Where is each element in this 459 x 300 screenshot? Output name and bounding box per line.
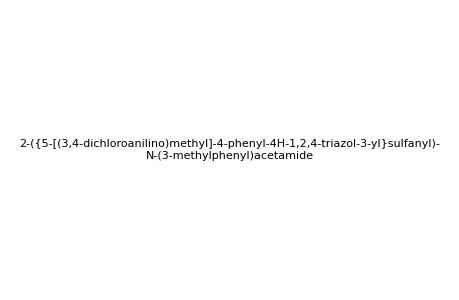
Text: 2-({5-[(3,4-dichloroanilino)methyl]-4-phenyl-4H-1,2,4-triazol-3-yl}sulfanyl)-
N-: 2-({5-[(3,4-dichloroanilino)methyl]-4-ph… [20,139,439,161]
